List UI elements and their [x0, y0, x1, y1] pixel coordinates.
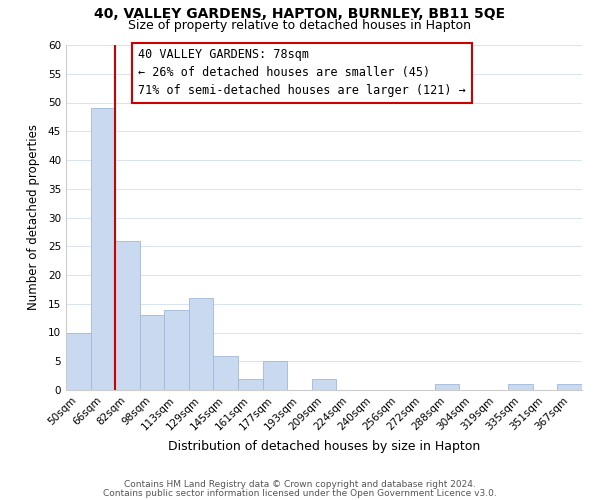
Bar	[508, 384, 533, 390]
Text: 40 VALLEY GARDENS: 78sqm
← 26% of detached houses are smaller (45)
71% of semi-d: 40 VALLEY GARDENS: 78sqm ← 26% of detach…	[138, 48, 466, 98]
Bar	[91, 108, 115, 390]
Text: Contains HM Land Registry data © Crown copyright and database right 2024.: Contains HM Land Registry data © Crown c…	[124, 480, 476, 489]
Y-axis label: Number of detached properties: Number of detached properties	[26, 124, 40, 310]
Bar	[238, 378, 263, 390]
Bar	[214, 356, 238, 390]
Bar	[434, 384, 459, 390]
Text: Contains public sector information licensed under the Open Government Licence v3: Contains public sector information licen…	[103, 490, 497, 498]
Bar	[312, 378, 336, 390]
X-axis label: Distribution of detached houses by size in Hapton: Distribution of detached houses by size …	[168, 440, 480, 453]
Bar	[189, 298, 214, 390]
Bar	[164, 310, 189, 390]
Text: Size of property relative to detached houses in Hapton: Size of property relative to detached ho…	[128, 19, 472, 32]
Bar	[557, 384, 582, 390]
Text: 40, VALLEY GARDENS, HAPTON, BURNLEY, BB11 5QE: 40, VALLEY GARDENS, HAPTON, BURNLEY, BB1…	[94, 8, 506, 22]
Bar	[140, 316, 164, 390]
Bar	[263, 361, 287, 390]
Bar	[115, 240, 140, 390]
Bar	[66, 332, 91, 390]
